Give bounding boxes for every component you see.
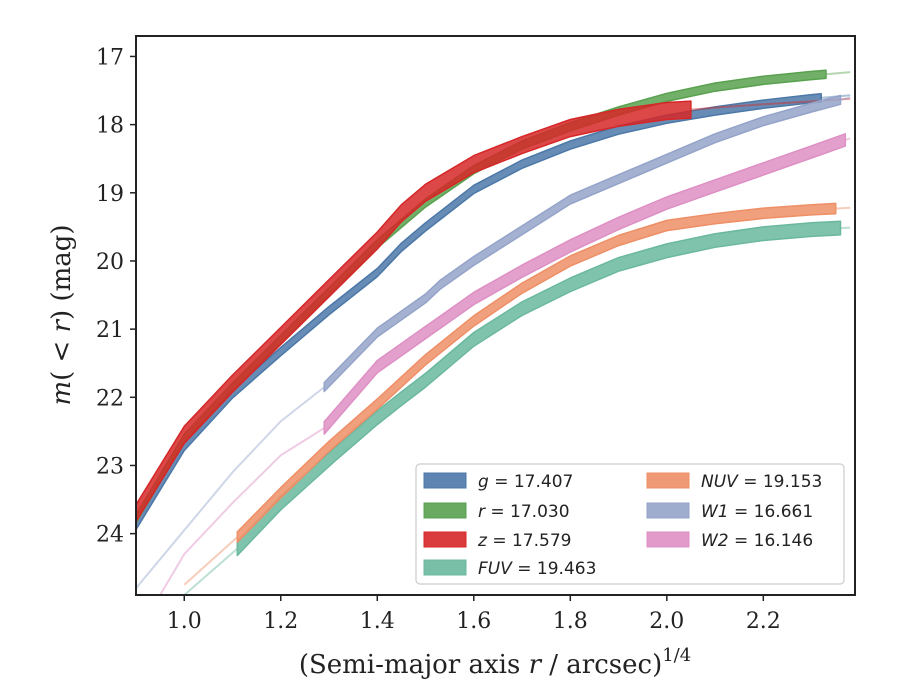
series-r <box>136 69 851 524</box>
legend-swatch-g <box>423 472 467 489</box>
series-nuv-band <box>236 202 837 543</box>
legend-label-z: z = 17.579 <box>477 531 571 551</box>
y-tick-label: 21 <box>96 318 124 343</box>
y-axis-ticks: 17 18 19 20 21 22 23 24 <box>96 45 136 548</box>
series-w1 <box>136 94 851 589</box>
legend-swatch-w1 <box>646 502 690 519</box>
y-tick-label: 18 <box>96 114 124 139</box>
series-fuv-faint-end <box>840 226 851 230</box>
legend: g = 17.407 r = 17.030 z = 17.579 FUV = 19.4… <box>415 463 845 585</box>
series-w2-faint-start <box>159 427 325 595</box>
series-nuv <box>183 202 851 586</box>
plot-frame <box>135 35 856 596</box>
y-tick-label: 23 <box>96 454 124 479</box>
legend-label-g: g = 17.407 <box>478 472 573 492</box>
series-fuv-faint-start <box>183 547 238 595</box>
plot-series <box>136 69 851 595</box>
series-w2 <box>159 133 851 595</box>
series-nuv-faint-start <box>183 536 238 586</box>
x-tick-label: 1.2 <box>263 609 298 634</box>
x-tick-label: 2.2 <box>746 609 781 634</box>
legend-swatch-r <box>423 502 467 519</box>
series-w1-faint-start <box>136 386 325 589</box>
x-tick-label: 1.8 <box>553 609 588 634</box>
series-fuv-band <box>236 220 842 557</box>
legend-label-fuv: FUV = 19.463 <box>478 559 596 579</box>
legend-swatch-z <box>423 531 467 548</box>
y-tick-label: 19 <box>96 182 124 207</box>
series-r-faint-end <box>825 71 851 76</box>
legend-swatch-nuv <box>646 472 690 489</box>
x-tick-label: 2.0 <box>649 609 684 634</box>
y-tick-label: 24 <box>96 523 124 548</box>
x-axis-label: (Semi-major axis r / arcsec)1/4 <box>299 645 691 680</box>
y-tick-label: 17 <box>96 45 124 70</box>
series-fuv <box>183 220 851 595</box>
series-w1-band <box>323 94 842 393</box>
legend-label-w2: W2 = 16.146 <box>701 531 813 551</box>
x-axis-ticks: 1.0 1.2 1.4 1.6 1.8 2.0 2.2 <box>167 595 781 634</box>
series-w2-band <box>323 133 847 435</box>
legend-label-r: r = 17.030 <box>478 502 570 522</box>
y-axis-label: m( < r) (mag) <box>47 224 77 405</box>
x-tick-label: 1.6 <box>456 609 491 634</box>
legend-label-nuv: NUV = 19.153 <box>701 472 822 492</box>
series-w2-faint-end <box>844 137 851 141</box>
x-tick-label: 1.4 <box>360 609 395 634</box>
y-tick-label: 22 <box>96 386 124 411</box>
legend-label-w1: W1 = 16.661 <box>701 502 813 522</box>
series-nuv-faint-end <box>835 206 851 210</box>
series-w1-faint-end <box>840 96 851 101</box>
x-tick-label: 1.0 <box>167 609 202 634</box>
legend-frame <box>415 463 845 585</box>
legend-swatch-fuv <box>423 559 467 576</box>
series-z-band <box>136 100 692 523</box>
y-tick-label: 20 <box>96 250 124 275</box>
legend-swatch-w2 <box>646 531 690 548</box>
